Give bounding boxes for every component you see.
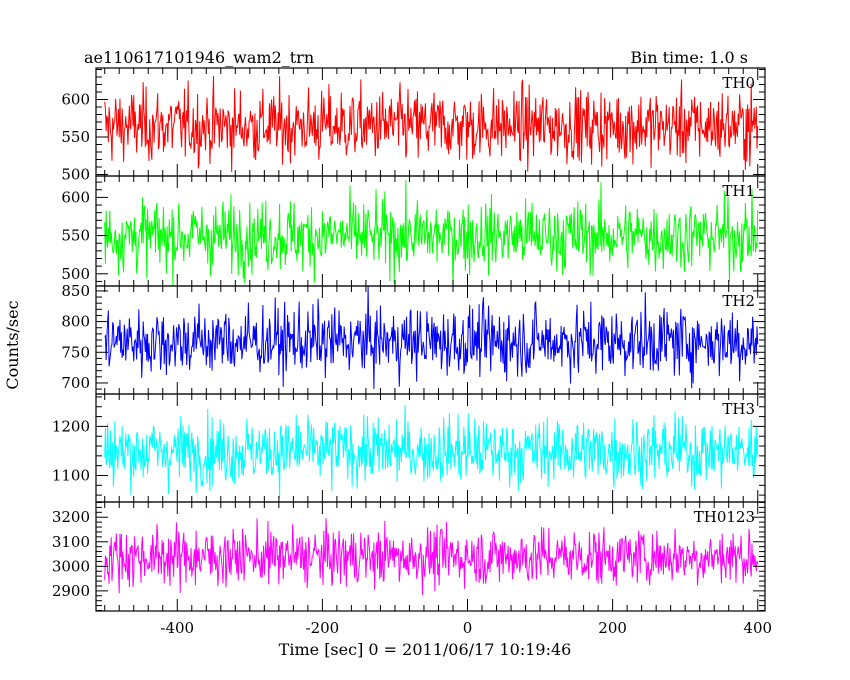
channel-label-th2: TH2 — [722, 292, 755, 310]
y-tick-label: 3100 — [52, 533, 90, 551]
channel-label-th3: TH3 — [722, 400, 755, 418]
channel-label-th1: TH1 — [722, 182, 755, 200]
series-line-th0 — [104, 76, 759, 172]
y-tick-label: 550 — [61, 227, 90, 245]
panel-th2: 700 750 800 850 TH2 — [61, 282, 766, 395]
channel-label-th0123: TH0123 — [694, 508, 755, 526]
y-tick-label: 500 — [61, 166, 90, 184]
y-tick-label: 1200 — [52, 417, 90, 435]
series-line-th0123 — [104, 518, 759, 595]
y-tick-label: 3200 — [52, 508, 90, 526]
y-tick-label: 700 — [61, 374, 90, 392]
y-tick-label: 2900 — [52, 582, 90, 600]
panel-th1: 500 550 600 TH1 — [61, 175, 766, 287]
panel-th0: 500 550 600 TH0 — [61, 67, 766, 184]
series-line-th2 — [104, 286, 759, 389]
panels-group: 500 550 600 TH0 500 550 600 TH1 700 750 800 850 TH2 1… — [52, 67, 772, 637]
series-line-th3 — [104, 404, 759, 499]
y-tick-label: 800 — [61, 313, 90, 331]
y-tick-label: 850 — [61, 282, 90, 300]
chart-title: ae110617101946_wam2_trn — [84, 48, 314, 67]
y-tick-label: 3000 — [52, 557, 90, 575]
panel-th3: 1100 1200 TH3 — [52, 393, 766, 503]
y-tick-label: 600 — [61, 91, 90, 109]
x-tick-label: -400 — [160, 619, 194, 637]
bin-time-label: Bin time: 1.0 s — [630, 48, 748, 67]
channel-label-th0: TH0 — [722, 74, 755, 92]
y-tick-label: 750 — [61, 343, 90, 361]
x-axis-label: Time [sec] 0 = 2011/06/17 10:19:46 — [279, 640, 572, 659]
series-line-th1 — [104, 180, 759, 286]
panel-th0123: 2900 3000 3100 3200 TH0123 — [52, 501, 766, 612]
x-tick-label: -200 — [306, 619, 340, 637]
x-tick-label: 0 — [463, 619, 473, 637]
y-tick-label: 550 — [61, 128, 90, 146]
y-tick-label: 600 — [61, 188, 90, 206]
y-tick-label: 1100 — [52, 466, 90, 484]
y-tick-label: 500 — [61, 265, 90, 283]
x-tick-label: 200 — [598, 619, 627, 637]
y-axis-label: Counts/sec — [3, 300, 22, 389]
x-tick-label: 400 — [743, 619, 772, 637]
